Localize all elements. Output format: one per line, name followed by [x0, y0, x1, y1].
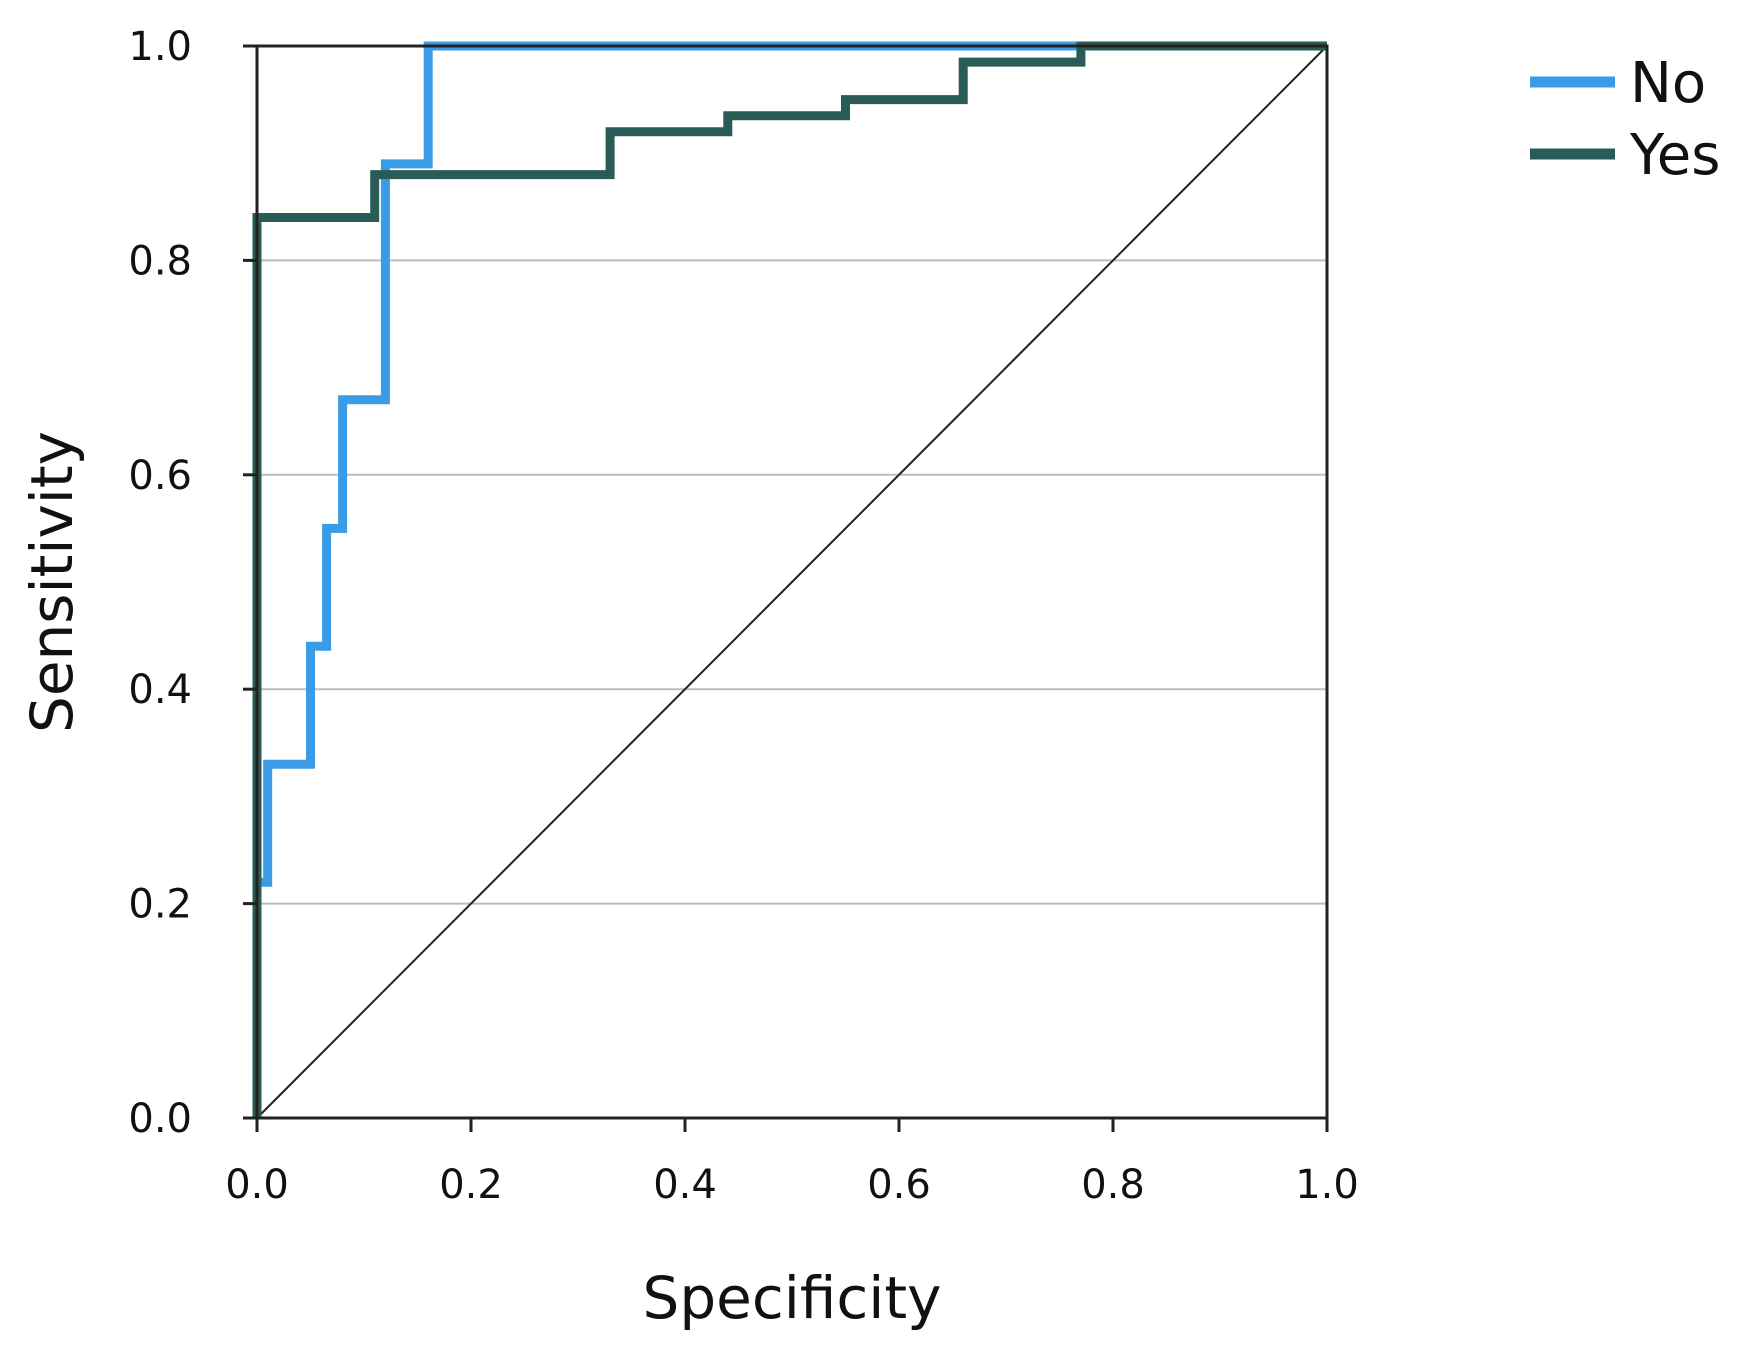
x-axis-title: Specificity: [643, 1264, 942, 1332]
plot-border: [255, 44, 1329, 1120]
x-tick-label-5: 1.0: [1295, 1162, 1359, 1208]
y-tick-label-3: 0.6: [128, 453, 192, 499]
y-tick-label-0: 0.0: [128, 1096, 192, 1142]
y-tick-label-4: 0.8: [128, 238, 192, 284]
plot-frame: [255, 44, 1329, 1120]
reference-diagonal-group: [256, 45, 1328, 1119]
legend-label-yes: Yes: [1629, 123, 1720, 188]
legend-label-no: No: [1630, 51, 1706, 116]
gridlines: [257, 259, 1327, 905]
x-tick-label-4: 0.8: [1081, 1162, 1145, 1208]
x-tick-label-0: 0.0: [225, 1162, 289, 1208]
y-tick-label-2: 0.4: [128, 667, 192, 713]
series-line-no: [252, 41, 1327, 1118]
series-lines: [252, 41, 1327, 1118]
y-tick-label-5: 1.0: [128, 24, 192, 70]
reference-diagonal-line: [256, 45, 1328, 1119]
x-tick-label-2: 0.4: [653, 1162, 717, 1208]
x-tick-label-3: 0.6: [867, 1162, 931, 1208]
x-tick-label-1: 0.2: [439, 1162, 503, 1208]
y-axis-ticks: 0.0 0.2 0.4 0.6 0.8 1.0: [128, 24, 257, 1142]
y-tick-label-1: 0.2: [128, 882, 192, 928]
series-line-yes: [252, 41, 1327, 1118]
legend: No Yes: [1530, 51, 1720, 188]
y-axis-title: Sensitivity: [18, 431, 86, 733]
x-axis-ticks: 0.0 0.2 0.4 0.6 0.8 1.0: [225, 1118, 1359, 1208]
